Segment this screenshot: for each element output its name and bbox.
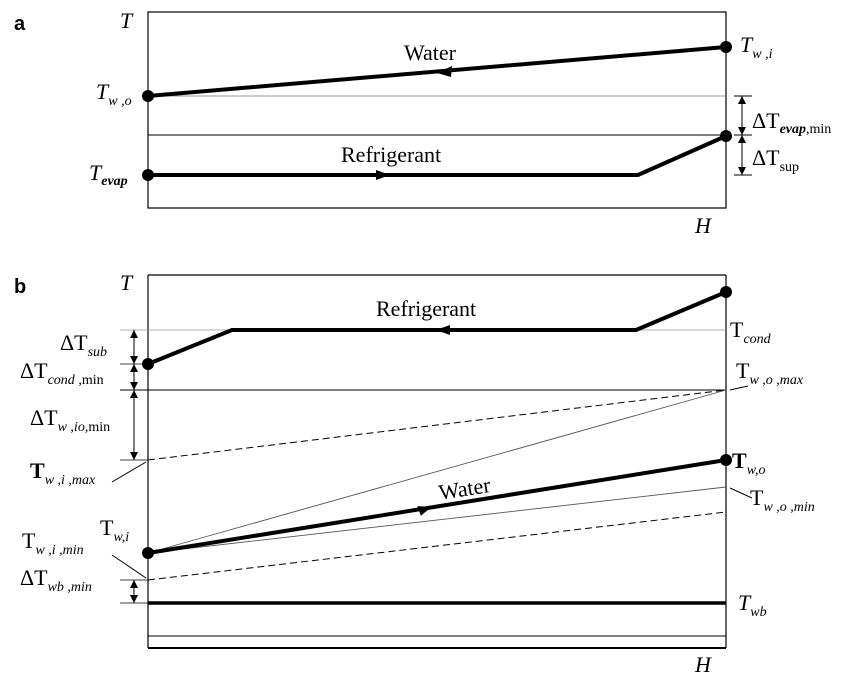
panel-b-t-w-o-min-leader [729, 487, 753, 499]
panel-a-t-axis-label: T [120, 8, 134, 33]
panel-b-water-to-omax-line [147, 389, 727, 554]
panel-b-label-dt-w-io-min: ΔTw ,io,min [30, 405, 110, 435]
panel-b-t-w-i-min-leader [111, 554, 147, 579]
panel-a-label-dt-sup: ΔTsup [752, 145, 799, 175]
panel-b-label-t-w-i: Tw,i [100, 515, 129, 545]
panel-a-evap-dot [142, 169, 154, 181]
panel-b-label-t-wb: Twb [738, 590, 767, 620]
panel-b-water-outlet-dot [720, 454, 732, 466]
panel-b-t-w-o-max-leader [729, 385, 749, 391]
panel-a: a T H Water Refrigerant Tw ,o Tevap Tw ,… [14, 8, 831, 238]
panel-b-t-axis-label: T [120, 270, 134, 295]
panel-a-water-outlet-dot [142, 90, 154, 102]
panel-a-water-label: Water [404, 40, 457, 65]
panel-a-water-flow-arrow [437, 66, 452, 77]
panel-a-refrigerant-label: Refrigerant [341, 142, 441, 167]
panel-b-label-t-w-i-max: Tw ,i ,max [30, 458, 96, 488]
panel-a-h-axis-label: H [694, 213, 712, 238]
panel-b: b T H Refrigerant Water [14, 270, 815, 677]
panel-b-label: b [14, 276, 26, 298]
panel-a-label: a [14, 13, 26, 35]
panel-b-water-to-omin-line [147, 486, 727, 554]
panel-b-water-max-dashed-line [147, 389, 727, 461]
panel-a-dt-sup-arrowheads [738, 135, 746, 175]
panel-a-refrigerant-line [148, 134, 727, 177]
panel-b-t-w-i-max-leader [111, 461, 147, 483]
panel-b-water-line [147, 458, 727, 555]
panel-a-label-dt-evap-min: ΔTevap,min [752, 108, 831, 137]
panel-b-superheat-dot [720, 286, 732, 298]
panel-b-label-t-w-o-min: Tw ,o ,min [750, 485, 815, 515]
panel-a-dt-evap-arrowheads [738, 96, 746, 135]
panel-a-label-t-w-i: Tw ,i [740, 32, 773, 62]
panel-b-water-inlet-dot [142, 547, 154, 559]
panel-a-label-t-w-o: Tw ,o [96, 79, 132, 109]
panel-b-label-t-cond: Tcond [730, 317, 772, 347]
panel-a-water-line [147, 45, 727, 98]
panel-b-label-t-w-i-min: Tw ,i ,min [22, 528, 84, 558]
panel-a-refrigerant-flow-arrow [376, 170, 390, 180]
panel-b-h-axis-label: H [694, 652, 712, 677]
panel-a-label-t-evap: Tevap [89, 160, 128, 189]
panel-b-label-dt-sub: ΔTsub [60, 330, 107, 360]
panel-a-water-inlet-dot [720, 41, 732, 53]
panel-b-label-t-w-o-max: Tw ,o ,max [736, 358, 804, 388]
panel-a-frame [147, 11, 727, 209]
panel-b-label-dt-cond-min: ΔTcond ,min [20, 358, 104, 388]
panel-b-water-min-dashed-line [147, 511, 727, 581]
panel-b-refrigerant-line [147, 290, 727, 366]
panel-b-label-t-w-o: Tw,o [732, 448, 766, 478]
panel-b-refrigerant-label: Refrigerant [376, 296, 476, 321]
panel-b-water-flow-arrow [417, 506, 432, 516]
panel-b-label-dt-wb-min: ΔTwb ,min [20, 565, 92, 595]
panel-b-refrigerant-flow-arrow [436, 325, 450, 335]
panel-a-superheat-dot [720, 130, 732, 142]
